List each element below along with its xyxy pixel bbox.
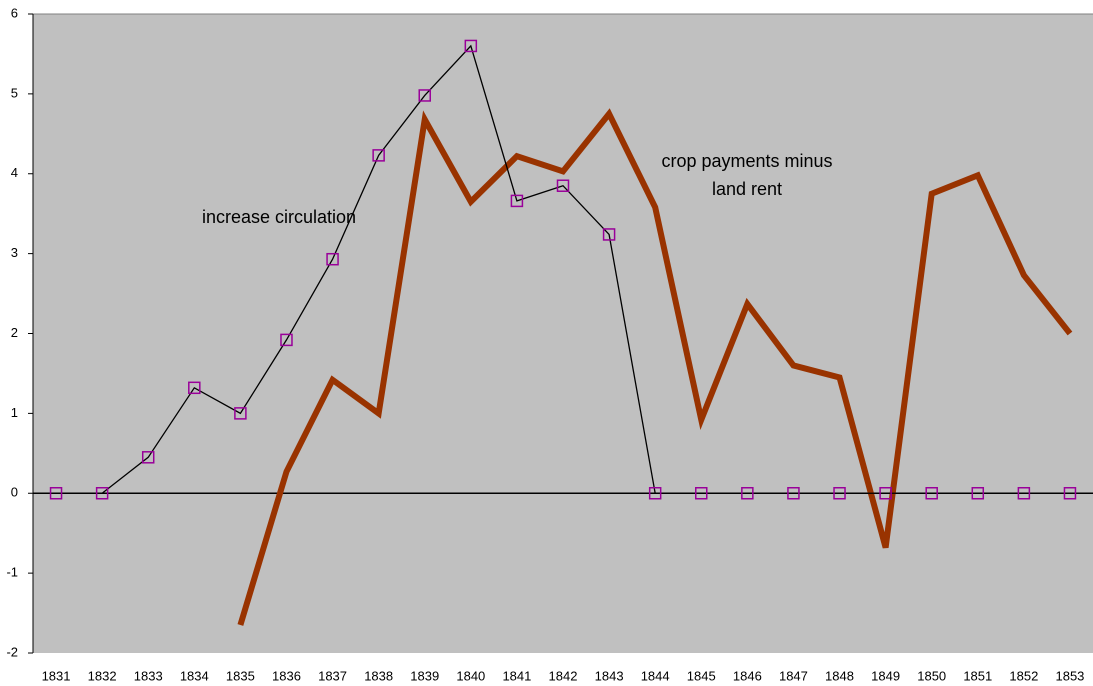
series-line — [56, 44, 1070, 494]
marker — [49, 487, 63, 500]
x-tick-label: 1853 — [1055, 668, 1084, 683]
x-tick-label: 1847 — [779, 668, 808, 683]
marker — [1017, 487, 1031, 500]
x-tick-label: 1837 — [318, 668, 347, 683]
marker — [280, 333, 293, 347]
plot-area — [33, 14, 1093, 653]
y-tick-label: -1 — [6, 565, 18, 580]
x-tick-label: 1846 — [733, 668, 762, 683]
series-label: crop payments minus land rent — [661, 151, 833, 199]
marker — [971, 487, 985, 500]
x-tick-label: 1848 — [825, 668, 854, 683]
x-tick-label: 1836 — [272, 668, 301, 683]
x-tick-label: 1852 — [1009, 668, 1038, 683]
x-tick-label: 1842 — [549, 668, 578, 683]
marker — [695, 487, 708, 500]
y-tick-label: 2 — [11, 325, 18, 340]
marker — [925, 487, 938, 500]
marker — [95, 487, 109, 500]
marker — [556, 179, 570, 192]
marker — [741, 487, 754, 500]
marker — [602, 228, 616, 241]
x-tick-label: 1844 — [641, 668, 670, 683]
x-tick-label: 1838 — [364, 668, 393, 683]
marker — [141, 451, 155, 464]
marker — [833, 487, 846, 500]
x-tick-label: 1849 — [871, 668, 900, 683]
x-tick-label: 1833 — [134, 668, 163, 683]
y-tick-label: 4 — [11, 165, 18, 180]
marker — [1063, 487, 1077, 500]
marker — [510, 194, 524, 208]
marker — [326, 252, 339, 266]
x-tick-label: 1845 — [687, 668, 716, 683]
marker — [372, 149, 385, 162]
x-tick-label: 1834 — [180, 668, 209, 683]
y-tick-label: 5 — [11, 85, 18, 100]
marker — [879, 487, 892, 500]
y-tick-label: 1 — [11, 405, 18, 420]
marker — [234, 407, 247, 420]
x-tick-label: 1851 — [963, 668, 992, 683]
marker — [188, 381, 201, 395]
x-tick-label: 1841 — [502, 668, 531, 683]
y-tick-label: 6 — [11, 5, 18, 20]
y-tick-label: 0 — [11, 485, 18, 500]
marker — [464, 39, 478, 53]
series-label: increase circulation — [201, 207, 357, 227]
marker — [418, 89, 431, 102]
x-tick-label: 1832 — [88, 668, 117, 683]
series-line — [237, 108, 1073, 626]
marker — [648, 487, 662, 500]
x-tick-label: 1835 — [226, 668, 255, 683]
marker — [787, 487, 800, 500]
x-tick-label: 1831 — [42, 668, 71, 683]
y-tick-label: -2 — [6, 644, 18, 659]
x-tick-label: 1843 — [595, 668, 624, 683]
x-tick-label: 1850 — [917, 668, 946, 683]
x-tick-label: 1840 — [456, 668, 485, 683]
x-tick-label: 1839 — [410, 668, 439, 683]
y-tick-label: 3 — [11, 245, 18, 260]
